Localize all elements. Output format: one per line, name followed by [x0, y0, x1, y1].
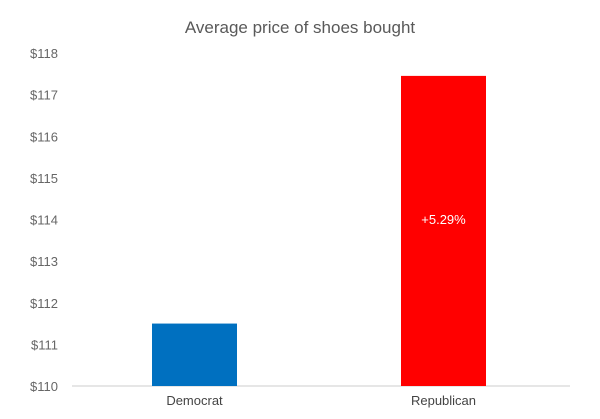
bars-group: +5.29%	[152, 75, 486, 387]
y-tick-label: $114	[30, 213, 58, 228]
y-tick-label: $110	[30, 379, 58, 394]
x-tick-label: Democrat	[166, 393, 223, 408]
y-tick-label: $116	[30, 129, 58, 144]
y-tick-label: $118	[30, 46, 58, 61]
bar-democrat	[152, 323, 237, 386]
x-axis: Democrat Republican	[166, 393, 476, 408]
y-tick-label: $112	[30, 296, 58, 311]
y-axis: $110 $111 $112 $113 $114 $115 $116 $117 $118	[30, 46, 58, 394]
x-tick-label: Republican	[411, 393, 476, 408]
chart-title: Average price of shoes bought	[185, 18, 416, 37]
bar-data-label: +5.29%	[421, 212, 466, 227]
y-tick-label: $115	[30, 171, 58, 186]
y-tick-label: $117	[30, 88, 58, 103]
y-tick-label: $111	[31, 337, 58, 352]
y-tick-label: $113	[30, 254, 58, 269]
bar-republican	[401, 75, 486, 387]
